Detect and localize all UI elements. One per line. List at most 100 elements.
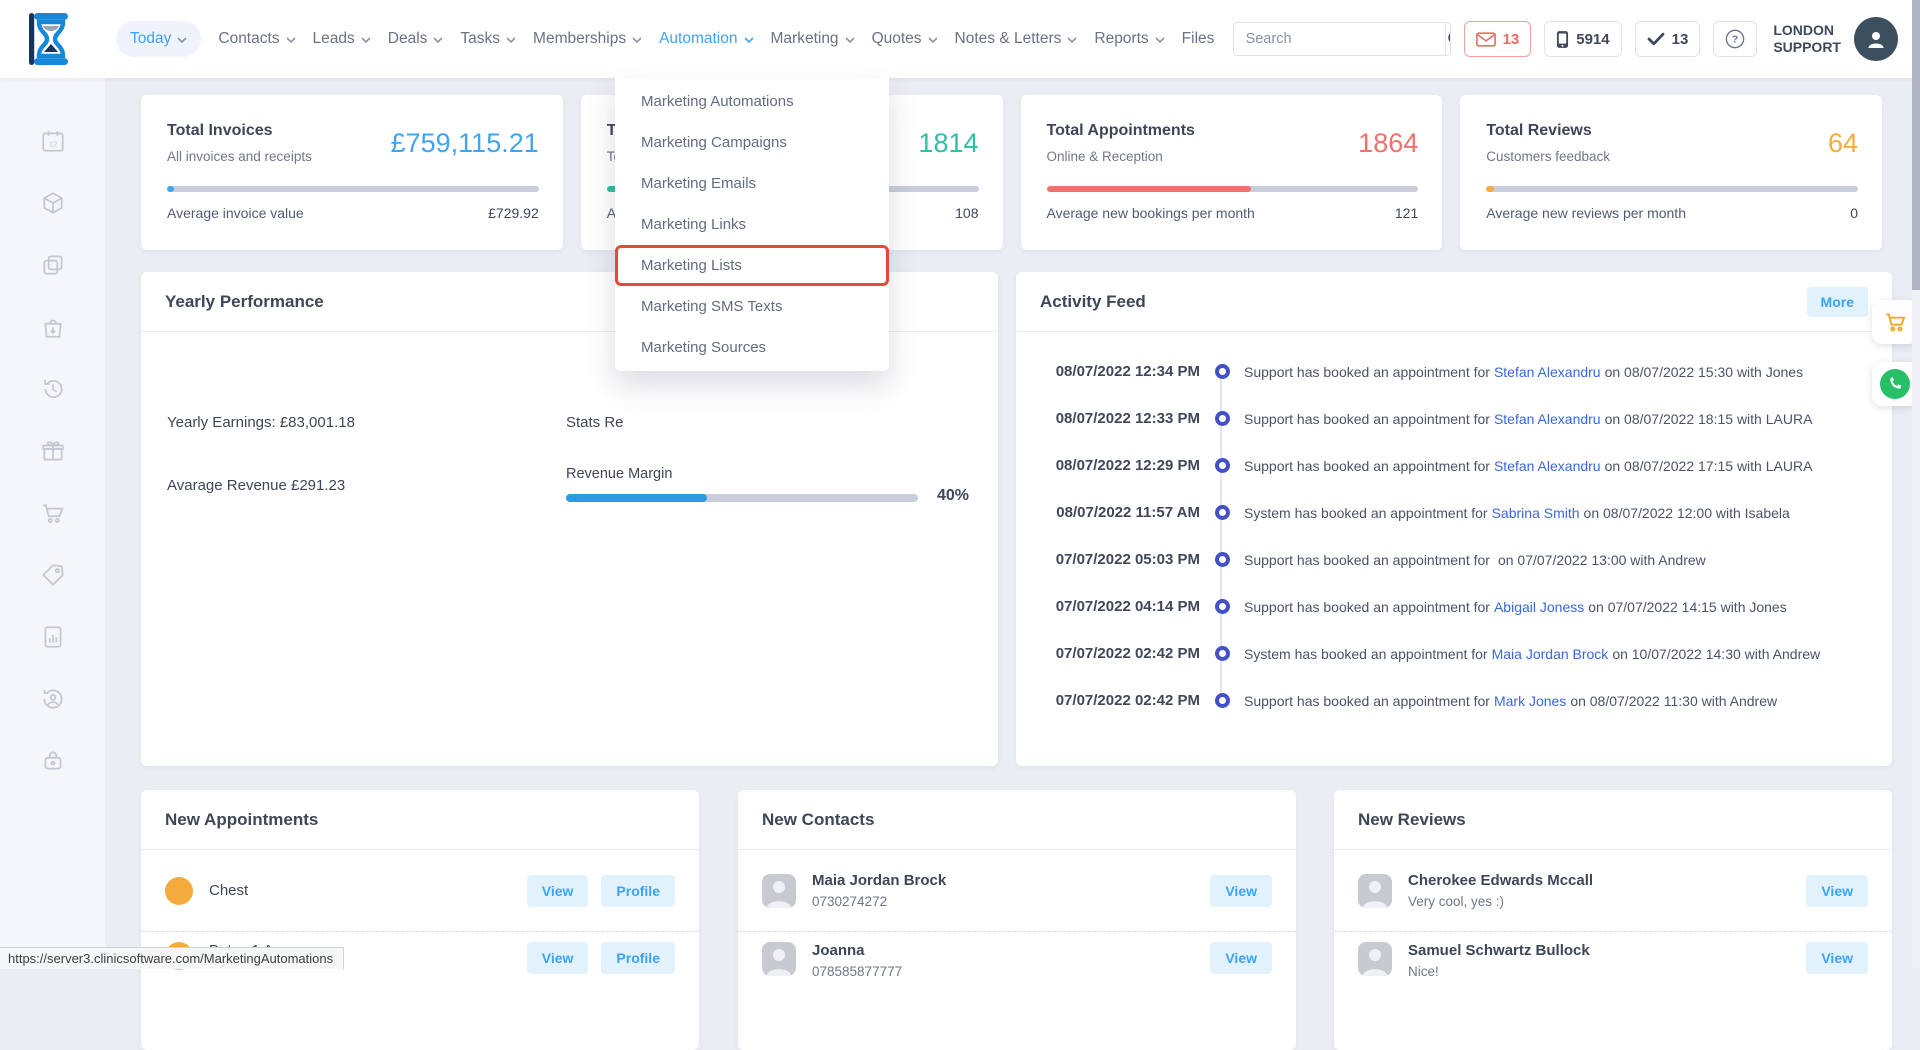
nav-item-files[interactable]: Files	[1182, 30, 1215, 48]
view-button[interactable]: View	[1210, 875, 1272, 907]
yearly-earnings: Yearly Earnings: £83,001.18	[167, 414, 355, 431]
sidebar-icon-shopping-bag[interactable]	[40, 314, 66, 340]
chevron-down-icon	[433, 37, 443, 44]
nav-item-contacts[interactable]: Contacts	[218, 30, 295, 48]
entry-timestamp: 07/07/2022 05:03 PM	[1040, 551, 1200, 568]
view-button[interactable]: View	[1806, 875, 1868, 907]
svg-text:12: 12	[48, 139, 56, 148]
sidebar: 12	[0, 78, 105, 969]
stat-footer-label: Average new reviews per month	[1486, 205, 1686, 221]
reviewer-avatar	[1358, 874, 1392, 908]
page-scrollbar-thumb[interactable]	[1912, 0, 1920, 290]
main-nav: Today Contacts Leads Deals Tasks Members…	[116, 21, 1214, 57]
contact-row: Maia Jordan Brock 0730274272 View	[738, 850, 1296, 932]
nav-item-deals[interactable]: Deals	[388, 30, 444, 48]
revenue-margin-percent: 40%	[937, 487, 969, 505]
stat-footer-value: 0	[1850, 205, 1858, 221]
more-button[interactable]: More	[1807, 287, 1868, 317]
sidebar-icon-gift[interactable]	[40, 438, 66, 464]
sidebar-icon-history[interactable]	[40, 376, 66, 402]
progress-fill	[1486, 186, 1493, 192]
entry-timestamp: 08/07/2022 11:57 AM	[1040, 504, 1200, 521]
view-button[interactable]: View	[527, 942, 589, 974]
user-avatar[interactable]	[1854, 17, 1898, 61]
review-row: Samuel Schwartz Bullock Nice! View	[1334, 932, 1892, 1010]
stat-footer-value: 121	[1395, 205, 1418, 221]
menu-item-marketing-emails[interactable]: Marketing Emails	[615, 163, 889, 204]
timeline-marker-icon	[1215, 646, 1230, 661]
average-revenue: Avarage Revenue £291.23	[167, 477, 345, 494]
menu-item-marketing-lists[interactable]: Marketing Lists	[615, 245, 889, 286]
contact-link[interactable]: Maia Jordan Brock	[1492, 646, 1609, 662]
sidebar-icon-calendar[interactable]: 12	[40, 128, 66, 154]
timeline-marker-icon	[1215, 411, 1230, 426]
sidebar-icon-copy[interactable]	[40, 252, 66, 278]
nav-item-marketing[interactable]: Marketing	[771, 30, 855, 48]
profile-button[interactable]: Profile	[601, 875, 675, 907]
profile-button[interactable]: Profile	[601, 942, 675, 974]
hourglass-logo-icon[interactable]	[26, 11, 74, 67]
nav-item-notes-letters[interactable]: Notes & Letters	[955, 30, 1078, 48]
view-button[interactable]: View	[527, 875, 589, 907]
nav-item-tasks[interactable]: Tasks	[460, 30, 516, 48]
sidebar-icon-package[interactable]	[40, 190, 66, 216]
review-comment: Nice!	[1408, 964, 1806, 979]
contact-link[interactable]: Stefan Alexandru	[1494, 458, 1601, 474]
panel-title: Activity Feed	[1040, 292, 1146, 312]
check-icon	[1647, 32, 1665, 46]
nav-item-automation[interactable]: Automation	[659, 30, 753, 48]
entry-timestamp: 08/07/2022 12:29 PM	[1040, 457, 1200, 474]
nav-item-leads[interactable]: Leads	[313, 30, 371, 48]
stat-card-total-invoices: Total Invoices All invoices and receipts…	[141, 95, 563, 250]
topbar: Today Contacts Leads Deals Tasks Members…	[0, 0, 1920, 78]
stats-refresh-note: Stats Re	[566, 414, 624, 431]
contact-link[interactable]: Abigail Joness	[1494, 599, 1584, 615]
menu-item-marketing-sms-texts[interactable]: Marketing SMS Texts	[615, 286, 889, 327]
chevron-down-icon	[1155, 37, 1165, 44]
sidebar-icon-report[interactable]	[40, 624, 66, 650]
entry-timestamp: 07/07/2022 04:14 PM	[1040, 598, 1200, 615]
menu-item-marketing-links[interactable]: Marketing Links	[615, 204, 889, 245]
menu-item-marketing-sources[interactable]: Marketing Sources	[615, 327, 889, 368]
nav-item-memberships[interactable]: Memberships	[533, 30, 642, 48]
messages-badge[interactable]: 13	[1464, 21, 1532, 57]
timeline-marker-icon	[1215, 458, 1230, 473]
menu-item-marketing-automations[interactable]: Marketing Automations	[615, 81, 889, 122]
nav-item-reports[interactable]: Reports	[1094, 30, 1164, 48]
stat-subtitle: Online & Reception	[1047, 149, 1195, 164]
tasks-badge[interactable]: 13	[1635, 21, 1701, 57]
nav-item-today[interactable]: Today	[116, 21, 201, 57]
view-button[interactable]: View	[1210, 942, 1272, 974]
contact-name: Maia Jordan Brock	[812, 872, 1210, 889]
sidebar-icon-client-rotation[interactable]	[40, 686, 66, 712]
new-reviews-panel: New Reviews Cherokee Edwards Mccall Very…	[1334, 790, 1892, 1050]
panel-title: New Reviews	[1358, 810, 1466, 830]
search-input[interactable]	[1234, 31, 1445, 47]
nav-item-quotes[interactable]: Quotes	[872, 30, 938, 48]
calls-badge[interactable]: 5914	[1544, 21, 1621, 57]
calls-count: 5914	[1576, 31, 1609, 48]
activity-entry: 07/07/2022 05:03 PM Support has booked a…	[1016, 536, 1892, 583]
menu-item-marketing-campaigns[interactable]: Marketing Campaigns	[615, 122, 889, 163]
stat-subtitle: All invoices and receipts	[167, 149, 312, 164]
progress-track	[1047, 186, 1419, 192]
chevron-down-icon	[744, 37, 754, 44]
timeline-marker-icon	[1215, 552, 1230, 567]
chevron-down-icon	[361, 37, 371, 44]
reviewer-name: Samuel Schwartz Bullock	[1408, 942, 1806, 959]
help-button[interactable]: ?	[1713, 21, 1757, 57]
entry-timestamp: 07/07/2022 02:42 PM	[1040, 645, 1200, 662]
view-button[interactable]: View	[1806, 942, 1868, 974]
contact-link[interactable]: Mark Jones	[1494, 693, 1566, 709]
entry-timestamp: 07/07/2022 02:42 PM	[1040, 692, 1200, 709]
contact-link[interactable]: Sabrina Smith	[1492, 505, 1580, 521]
sidebar-icon-price-tag[interactable]	[40, 562, 66, 588]
contact-link[interactable]: Stefan Alexandru	[1494, 411, 1601, 427]
search-button[interactable]	[1445, 22, 1451, 56]
browser-status-url: https://server3.clinicsoftware.com/Marke…	[0, 947, 344, 969]
panel-title: New Appointments	[165, 810, 318, 830]
sidebar-icon-lock[interactable]	[40, 748, 66, 774]
panel-title: Yearly Performance	[165, 292, 324, 312]
contact-link[interactable]: Stefan Alexandru	[1494, 364, 1601, 380]
sidebar-icon-cart[interactable]	[40, 500, 66, 526]
